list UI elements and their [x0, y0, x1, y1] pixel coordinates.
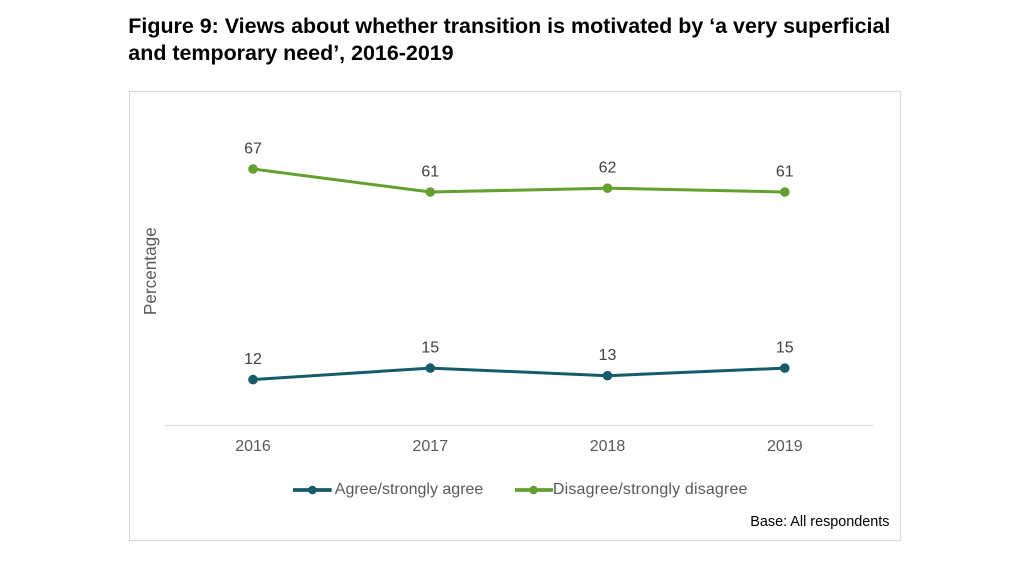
svg-text:67: 67	[244, 140, 262, 157]
svg-text:15: 15	[776, 339, 794, 356]
svg-text:12: 12	[244, 351, 262, 368]
svg-text:Agree/strongly agree: Agree/strongly agree	[335, 481, 484, 498]
svg-text:Percentage: Percentage	[140, 227, 160, 315]
svg-text:62: 62	[599, 160, 617, 177]
svg-text:15: 15	[421, 339, 439, 356]
svg-text:61: 61	[421, 163, 439, 180]
svg-text:2019: 2019	[767, 438, 803, 455]
svg-text:2017: 2017	[413, 438, 449, 455]
svg-text:2018: 2018	[590, 438, 626, 455]
svg-text:Base: All respondents: Base: All respondents	[750, 514, 889, 530]
svg-text:61: 61	[776, 163, 794, 180]
svg-text:13: 13	[599, 347, 617, 364]
svg-text:Disagree/strongly disagree: Disagree/strongly disagree	[553, 481, 748, 498]
svg-text:2016: 2016	[235, 438, 271, 455]
